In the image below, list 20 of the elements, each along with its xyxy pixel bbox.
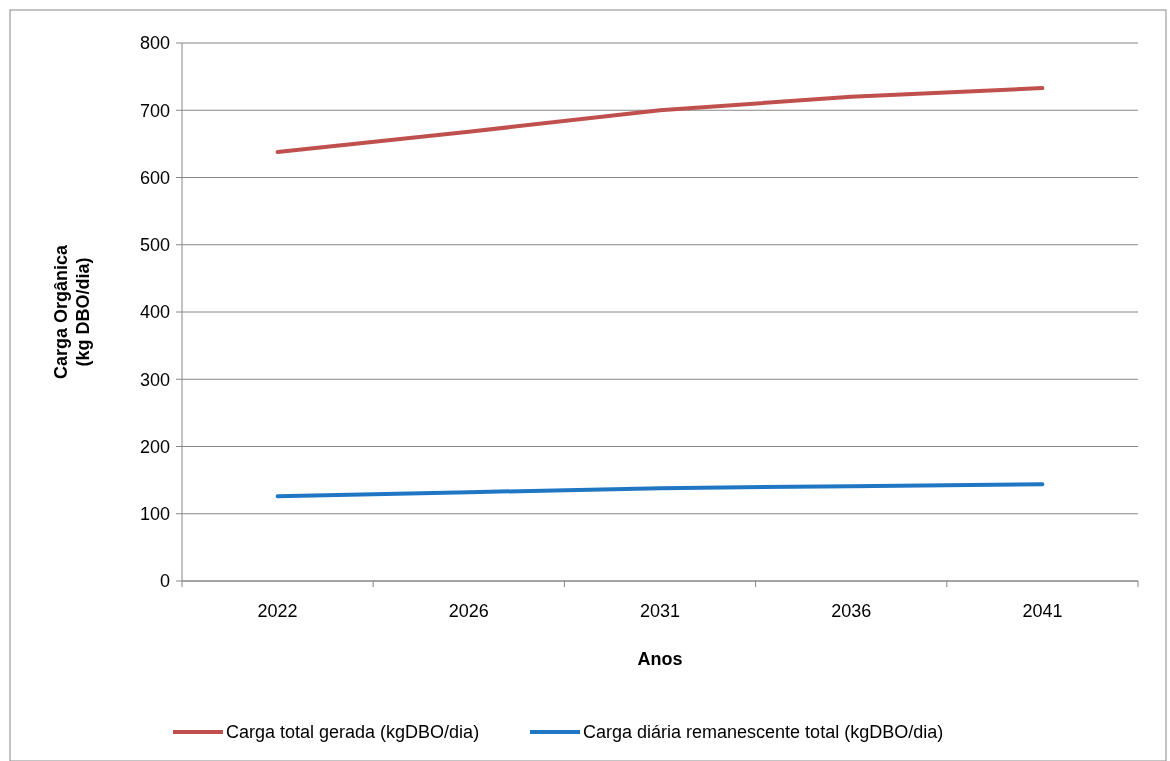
y-tick-label: 200 <box>139 436 170 457</box>
legend-label: Carga total gerada (kgDBO/dia) <box>226 722 480 743</box>
line-series <box>275 86 1045 154</box>
x-tick-label: 2031 <box>639 601 681 621</box>
y-tick-label: 100 <box>139 504 170 525</box>
y-tick-label: 800 <box>139 33 170 54</box>
x-tick-label: 2041 <box>1022 601 1063 621</box>
x-tick-label: 2036 <box>831 601 872 621</box>
y-tick-label: 0 <box>159 571 170 592</box>
legend-label: Carga diária remanescente total (kgDBO/dia) <box>583 722 944 743</box>
y-tick-label: 300 <box>139 369 170 390</box>
x-tick-label: 2026 <box>448 601 489 621</box>
line-series <box>275 482 1045 499</box>
x-axis-title: Anos <box>637 649 683 669</box>
y-tick-label: 700 <box>139 100 170 121</box>
y-tick-label: 600 <box>139 167 170 188</box>
y-tick-label: 500 <box>139 235 170 256</box>
x-tick-label: 2022 <box>257 601 298 621</box>
y-tick-label: 400 <box>139 302 170 323</box>
y-axis-title: Carga Orgânica (kg DBO/dia) <box>51 243 93 380</box>
